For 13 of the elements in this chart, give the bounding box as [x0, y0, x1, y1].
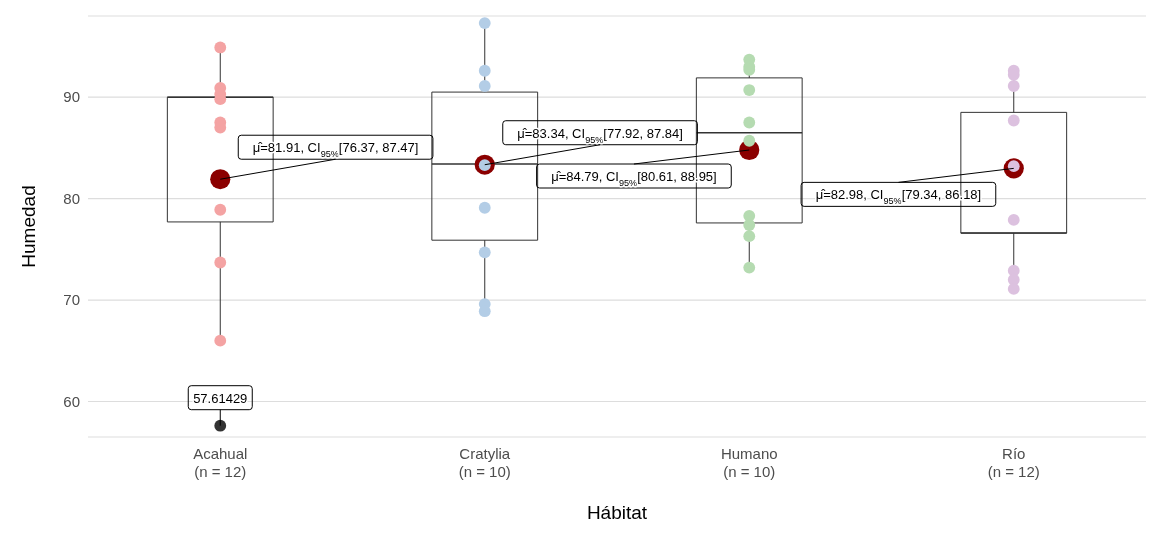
- y-tick-label: 90: [63, 88, 80, 106]
- y-tick-label: 80: [63, 189, 80, 207]
- x-tick-label: Humano (n = 10): [720, 445, 778, 480]
- annotation: μ̂=81.91, CI$_{95%}$[76.37, 87.47]: [252, 140, 419, 160]
- x-tick-label: Cratylia (n = 10): [458, 445, 511, 480]
- annotation: μ̂=82.98, CI$_{95%}$[79.34, 86.18]: [815, 187, 982, 207]
- x-axis-title: Hábitat: [586, 502, 648, 523]
- y-axis-title: Humedad: [17, 185, 39, 268]
- annotation: 57.61429: [193, 390, 248, 406]
- y-tick-label: 60: [63, 392, 80, 410]
- x-tick-label: Río (n = 12): [987, 445, 1040, 480]
- x-tick-label: Acahual (n = 12): [193, 445, 248, 480]
- y-tick-label: 70: [63, 291, 80, 309]
